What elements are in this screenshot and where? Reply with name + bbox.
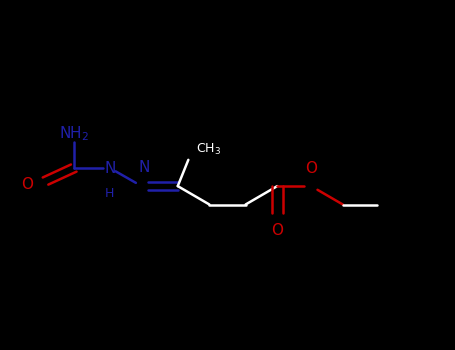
Text: O: O [22,177,34,192]
Text: H: H [105,187,115,199]
Text: CH$_3$: CH$_3$ [196,141,221,156]
Text: N: N [138,160,150,175]
Text: O: O [271,223,283,238]
Text: NH$_2$: NH$_2$ [59,124,89,143]
Text: N: N [104,161,116,176]
Text: O: O [305,161,317,176]
